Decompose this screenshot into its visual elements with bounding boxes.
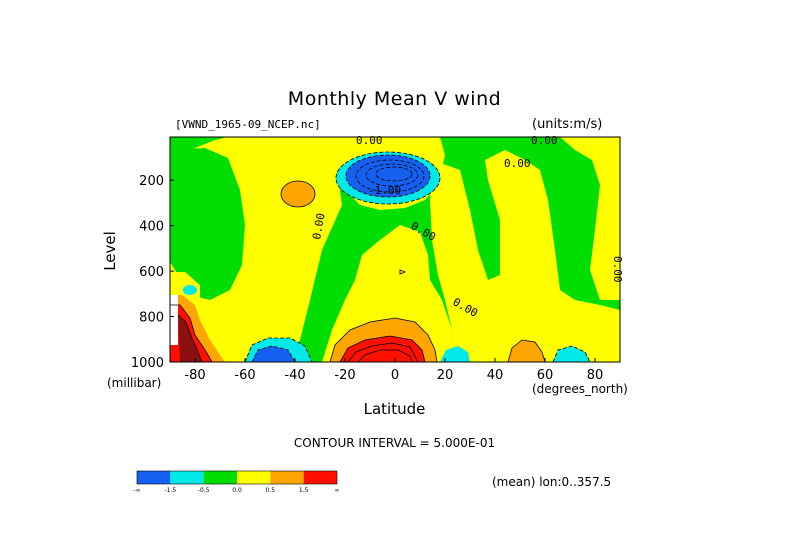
colorbar-tick-label: 1.5: [299, 487, 309, 494]
x-axis-label: Latitude: [363, 400, 426, 418]
region-blue-patch-lower-south: [252, 346, 295, 362]
x-tick-label: -60: [234, 368, 255, 383]
colorbar-swatch: [237, 471, 271, 484]
y-tick-label: 600: [139, 265, 164, 280]
colorbar-swatch: [270, 471, 304, 484]
chart-title: Monthly Mean V wind: [287, 88, 502, 110]
y-tick-label: 1000: [131, 356, 164, 371]
y-axis-units: (millibar): [107, 376, 162, 390]
colorbar-tick-label: ∞: [335, 487, 340, 494]
region-lower-tropics-red-core: [340, 336, 425, 362]
region-orange-patch-lower-north: [508, 340, 545, 362]
colorbar-swatch: [203, 471, 237, 484]
region-northern-yellow: [430, 150, 620, 362]
units-label: (units:m/s): [532, 117, 603, 132]
colorbar-frame: [136, 470, 338, 485]
region-no-data: [170, 295, 178, 345]
mean-label: (mean) lon:0..357.5: [492, 475, 612, 489]
contour-label: -1.00: [368, 184, 401, 197]
region-blue-core-upper-tropics: [346, 155, 430, 197]
region-northeast-yellow: [560, 137, 620, 300]
x-tick-label: -20: [334, 368, 355, 383]
x-tick-label: -40: [284, 368, 305, 383]
x-tick-label: 60: [537, 368, 554, 383]
region-cyan-patch-lower-north: [553, 346, 590, 362]
contour-lines: [170, 151, 591, 362]
colorbar-swatch: [137, 471, 171, 484]
colorbar: -∞ -1.5 -0.5 0.0 0.5 1.5 ∞: [133, 470, 340, 494]
x-tick-label: -80: [184, 368, 205, 383]
contour-interval-label: CONTOUR INTERVAL = 5.000E-01: [293, 436, 496, 450]
filled-contours: [170, 137, 620, 362]
region-orange-patch-upper-left: [281, 181, 315, 207]
x-axis-ticks: -80 -60 -40 -20 0 20 40 60 80: [184, 358, 603, 383]
y-axis-ticks: 200 400 600 800 1000: [131, 174, 174, 371]
colorbar-tick-label: 0.5: [266, 487, 276, 494]
region-cyan-patch-lower-equator: [440, 346, 470, 362]
x-tick-label: 0: [391, 368, 399, 383]
contour-label: 0.00: [504, 157, 531, 170]
colorbar-tick-label: -0.5: [198, 487, 210, 494]
colorbar-swatch: [303, 471, 337, 484]
colorbar-tick-label: 0.0: [232, 487, 242, 494]
colorbar-tick-label: -∞: [133, 487, 140, 494]
contour-label: 0.00: [611, 256, 624, 283]
x-tick-label: 80: [587, 368, 604, 383]
y-tick-label: 800: [139, 311, 164, 326]
dataset-label: [VWND_1965-09_NCEP.nc]: [175, 118, 321, 131]
x-tick-label: 40: [487, 368, 504, 383]
contour-label: 0.00: [356, 134, 383, 147]
contour-label: 0.00: [531, 134, 558, 147]
region-cyan-small-left: [183, 285, 197, 295]
colorbar-swatch: [170, 471, 204, 484]
region-left-green-inner: [170, 148, 245, 300]
contour-label: 0.00: [310, 212, 327, 240]
y-tick-label: 200: [139, 174, 164, 189]
x-tick-label: 20: [437, 368, 454, 383]
colorbar-tick-label: -1.5: [164, 487, 176, 494]
x-axis-units: (degrees_north): [532, 382, 628, 396]
region-south-polar-darkred: [178, 315, 202, 362]
y-tick-label: 400: [139, 220, 164, 235]
